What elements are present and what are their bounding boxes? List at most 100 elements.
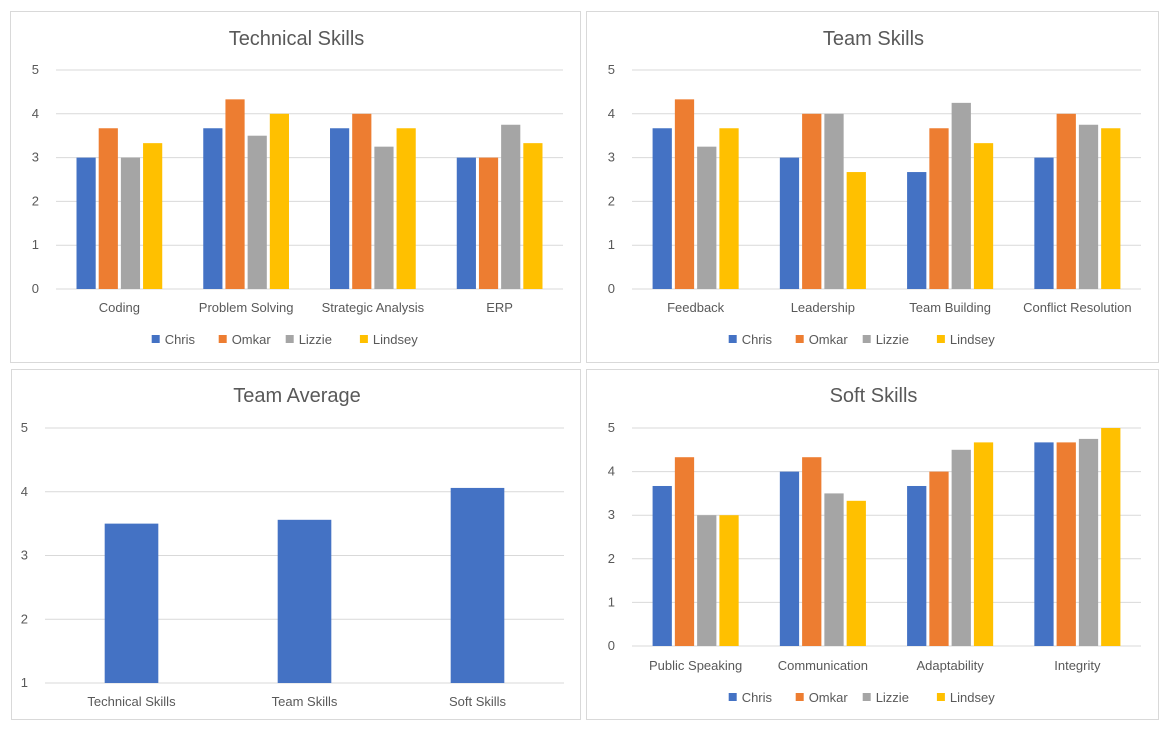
legend-swatch-omkar <box>795 335 804 343</box>
bar-lindsey-feedback <box>719 128 739 289</box>
y-tick-label: 4 <box>32 106 39 121</box>
y-tick-label: 3 <box>21 548 28 563</box>
bar-omkar-team-building <box>929 128 949 289</box>
y-tick-label: 5 <box>608 420 615 435</box>
chart-title: Technical Skills <box>229 28 365 50</box>
bar-average-technical-skills <box>104 523 159 683</box>
bar-lizzie-integrity <box>1078 438 1099 646</box>
bar-lindsey-problem-solving <box>269 113 289 289</box>
legend-label-chris: Chris <box>742 690 773 705</box>
chart-soft-skills: Soft Skills 0 1 2 3 4 5 Public Speaking Communic… <box>586 369 1159 720</box>
legend-label-lindsey: Lindsey <box>950 690 995 705</box>
category-label-problem-solving: Problem Solving <box>199 300 294 315</box>
chart-team-skills-svg: Team Skills 0 1 2 3 4 5 Feedback Leadership Team … <box>608 28 1141 347</box>
legend-swatch-lindsey <box>936 335 945 343</box>
category-label-soft-skills: Soft Skills <box>449 694 507 709</box>
category-label-team-skills: Team Skills <box>272 694 338 709</box>
bar-omkar-communication <box>802 457 822 646</box>
legend-swatch-chris <box>728 693 737 701</box>
bar-chris-conflict-resolution <box>1034 157 1054 289</box>
bar-omkar-integrity <box>1056 442 1076 646</box>
bar-chris-coding <box>76 157 96 289</box>
bar-chris-erp <box>456 157 476 289</box>
bar-average-team-skills <box>277 519 332 683</box>
bar-omkar-problem-solving <box>225 99 245 289</box>
category-label-leadership: Leadership <box>791 300 855 315</box>
legend-swatch-lizzie <box>862 693 871 701</box>
y-tick-label: 2 <box>608 193 615 208</box>
y-tick-label: 3 <box>32 150 39 165</box>
bar-chris-feedback <box>652 128 672 289</box>
bar-lizzie-adaptability <box>951 449 971 646</box>
bar-lizzie-communication <box>824 493 844 646</box>
chart-team-skills: Team Skills 0 1 2 3 4 5 Feedback Leadership Team … <box>586 11 1159 363</box>
category-label-team-building: Team Building <box>909 300 991 315</box>
bar-lindsey-conflict-resolution <box>1101 128 1121 289</box>
bar-lizzie-leadership <box>824 113 844 289</box>
y-tick-label: 2 <box>21 611 28 626</box>
category-label-strategic-analysis: Strategic Analysis <box>322 300 425 315</box>
bar-lindsey-team-building <box>973 143 994 289</box>
category-label-integrity: Integrity <box>1054 658 1101 673</box>
bar-lizzie-erp <box>501 124 521 289</box>
y-tick-label: 0 <box>32 281 39 296</box>
y-tick-label: 1 <box>32 237 39 252</box>
category-label-adaptability: Adaptability <box>917 658 985 673</box>
y-tick-label: 1 <box>608 594 615 609</box>
chart-technical-skills: Technical Skills 0 1 2 3 4 5 Coding Problem Solv… <box>10 11 581 363</box>
legend-label-lindsey: Lindsey <box>950 332 995 347</box>
bar-chris-team-building <box>907 172 927 289</box>
y-tick-label: 1 <box>608 237 615 252</box>
category-label-communication: Communication <box>778 658 868 673</box>
y-tick-label: 3 <box>608 507 615 522</box>
chart-title: Soft Skills <box>830 385 918 407</box>
y-tick-label: 2 <box>32 193 39 208</box>
chart-title: Team Skills <box>823 28 924 50</box>
bar-chris-communication <box>779 471 800 646</box>
bar-omkar-strategic-analysis <box>352 113 372 289</box>
chart-team-average: Team Average 1 2 3 4 5 Technical Skills Team Sk… <box>11 369 581 720</box>
bar-chris-problem-solving <box>203 128 223 289</box>
bar-lizzie-feedback <box>697 146 717 289</box>
bar-lizzie-strategic-analysis <box>374 146 394 289</box>
legend-swatch-lindsey <box>936 693 945 701</box>
category-label-technical-skills: Technical Skills <box>87 694 176 709</box>
y-tick-label: 0 <box>608 638 615 653</box>
bar-lindsey-public-speaking <box>719 515 739 646</box>
legend-label-lizzie: Lizzie <box>299 332 332 347</box>
category-label-conflict-resolution: Conflict Resolution <box>1023 300 1131 315</box>
bar-omkar-coding <box>98 128 118 289</box>
bar-chris-public-speaking <box>652 485 672 646</box>
y-tick-label: 2 <box>608 551 615 566</box>
bar-omkar-conflict-resolution <box>1056 113 1076 289</box>
bar-omkar-leadership <box>802 113 822 289</box>
bar-lindsey-adaptability <box>973 442 994 646</box>
category-label-erp: ERP <box>486 300 513 315</box>
legend-swatch-chris <box>728 335 737 343</box>
bar-omkar-public-speaking <box>674 457 695 646</box>
legend-swatch-lindsey <box>359 335 368 343</box>
bar-chris-leadership <box>779 157 800 289</box>
legend-swatch-lizzie <box>862 335 871 343</box>
legend-label-chris: Chris <box>165 332 196 347</box>
legend-label-lizzie: Lizzie <box>876 332 909 347</box>
category-label-public-speaking: Public Speaking <box>649 658 742 673</box>
category-label-feedback: Feedback <box>667 300 725 315</box>
legend-swatch-omkar <box>795 693 804 701</box>
legend-label-lindsey: Lindsey <box>373 332 418 347</box>
bar-lindsey-leadership <box>846 172 866 289</box>
y-tick-label: 3 <box>608 150 615 165</box>
bar-lindsey-strategic-analysis <box>396 128 416 289</box>
y-tick-label: 5 <box>32 62 39 77</box>
bar-lindsey-communication <box>846 500 866 646</box>
legend-label-omkar: Omkar <box>809 690 849 705</box>
chart-technical-skills-svg: Technical Skills 0 1 2 3 4 5 Coding Problem Solv… <box>32 28 563 347</box>
bar-chris-integrity <box>1034 442 1054 646</box>
y-tick-label: 4 <box>21 484 28 499</box>
chart-soft-skills-svg: Soft Skills 0 1 2 3 4 5 Public Speaking Communic… <box>608 385 1141 705</box>
bar-average-soft-skills <box>450 487 505 683</box>
chart-title: Team Average <box>233 385 361 407</box>
bar-lizzie-coding <box>120 157 141 289</box>
y-tick-label: 5 <box>21 420 28 435</box>
y-tick-label: 0 <box>608 281 615 296</box>
